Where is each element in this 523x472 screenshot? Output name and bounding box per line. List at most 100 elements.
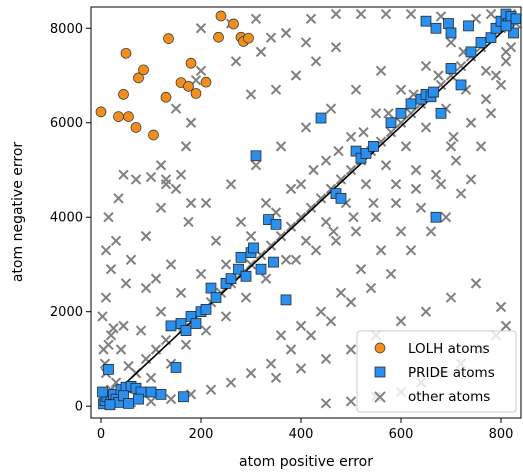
pride-atom-point <box>510 13 522 25</box>
other-atom-point <box>328 226 339 237</box>
lolh-atom-point <box>160 91 172 103</box>
other-atom-point <box>365 282 377 294</box>
other-atom-point <box>170 183 182 195</box>
other-atom-point <box>285 221 297 232</box>
pride-atom-point <box>368 141 379 152</box>
pride-atom-point <box>443 18 454 29</box>
other-atom-point <box>330 41 342 53</box>
other-atom-point <box>390 178 402 190</box>
other-atom-point <box>348 212 359 223</box>
pride-atom-point <box>395 107 407 119</box>
other-atom-point <box>245 259 257 270</box>
other-atom-point <box>440 212 452 223</box>
other-atom-point <box>315 193 327 204</box>
lolh-atom-point <box>148 129 159 141</box>
other-atom-point <box>455 60 467 72</box>
other-atom-point <box>485 108 497 119</box>
lolh-atom-point <box>133 72 144 84</box>
other-atom-point <box>165 393 177 405</box>
other-atom-point <box>97 311 108 322</box>
y-axis-label: atom negative error <box>10 142 26 283</box>
other-atom-point <box>200 197 212 209</box>
other-atom-point <box>295 320 307 332</box>
other-atom-point <box>280 27 292 39</box>
x-tick-label: 0 <box>97 427 105 442</box>
other-atom-point <box>400 141 412 152</box>
other-atom-point <box>245 367 257 379</box>
pride-atom-point <box>435 107 447 119</box>
y-tick-label: 6000 <box>50 116 83 131</box>
other-atom-point <box>160 178 172 190</box>
other-atom-point <box>500 56 512 67</box>
other-atom-point <box>275 230 287 242</box>
other-atom-point <box>405 108 417 119</box>
other-atom-point <box>98 344 109 355</box>
other-atom-point <box>300 122 312 133</box>
other-atom-point <box>310 56 322 67</box>
legend: LOLH atoms PRIDE atoms other atoms <box>356 330 517 413</box>
other-atom-point <box>308 164 319 176</box>
lolh-atom-point <box>113 111 124 122</box>
pride-atom-point <box>500 20 512 32</box>
pride-atom-point <box>104 399 116 411</box>
other-atom-point <box>430 169 442 180</box>
other-atom-point <box>245 89 257 100</box>
pride-atom-point <box>210 292 222 303</box>
other-atom-point <box>420 306 432 317</box>
other-atom-point <box>230 56 242 67</box>
pride-atom-point <box>248 242 259 254</box>
other-atom-point <box>450 155 462 166</box>
lolh-atom-point <box>123 111 134 122</box>
other-atom-point <box>175 287 187 299</box>
other-atom-point <box>310 245 322 256</box>
other-atom-point <box>145 372 157 384</box>
pride-atom-point <box>485 32 497 44</box>
pride-atom-point <box>428 86 439 98</box>
other-atom-point <box>103 212 114 223</box>
other-atom-point <box>300 235 312 247</box>
other-atom-point <box>170 103 182 114</box>
pride-atom-point <box>145 386 157 398</box>
pride-atom-point <box>155 389 167 400</box>
other-atom-point <box>100 245 112 256</box>
other-atom-point <box>305 202 317 213</box>
other-atom-point <box>320 398 332 409</box>
y-tick-label: 0 <box>75 400 83 415</box>
pride-atom-point <box>180 325 192 336</box>
other-atom-point <box>380 160 392 171</box>
pride-atom-point <box>255 263 267 275</box>
legend-label-pride: PRIDE atoms <box>408 365 495 381</box>
pride-atom-point <box>190 318 202 329</box>
other-atom-point <box>130 174 142 185</box>
other-atom-point <box>195 65 207 76</box>
pride-atom-point <box>200 303 212 315</box>
other-atom-point <box>105 263 117 275</box>
other-atom-point <box>275 330 287 341</box>
lolh-atom-point <box>120 47 132 59</box>
other-atom-point <box>155 160 167 171</box>
other-atom-point <box>260 197 272 209</box>
other-atom-point <box>370 108 382 119</box>
other-atom-point <box>335 287 347 299</box>
other-atom-point <box>420 60 432 72</box>
other-atom-point <box>315 306 327 317</box>
other-atom-point <box>480 65 492 76</box>
other-atom-point <box>395 84 407 95</box>
other-atom-point <box>330 8 342 20</box>
other-atom-point <box>225 377 237 388</box>
lolh-atom-point <box>183 81 194 92</box>
x-tick-label: 600 <box>389 427 414 442</box>
other-atom-point <box>145 171 157 183</box>
other-atom-point <box>465 174 477 185</box>
other-atom-point <box>360 178 372 190</box>
other-atom-point <box>385 126 397 138</box>
other-atom-point <box>255 46 267 58</box>
other-atom-point <box>250 160 262 171</box>
legend-marker-pride <box>374 366 386 378</box>
other-atom-point <box>155 306 167 317</box>
other-atom-point <box>140 230 152 242</box>
pride-atom-point <box>280 294 292 306</box>
y-axis-ticks: 0 2000 4000 6000 8000 <box>50 22 91 415</box>
pride-atom-point <box>405 98 417 110</box>
pride-atom-point <box>97 386 108 398</box>
